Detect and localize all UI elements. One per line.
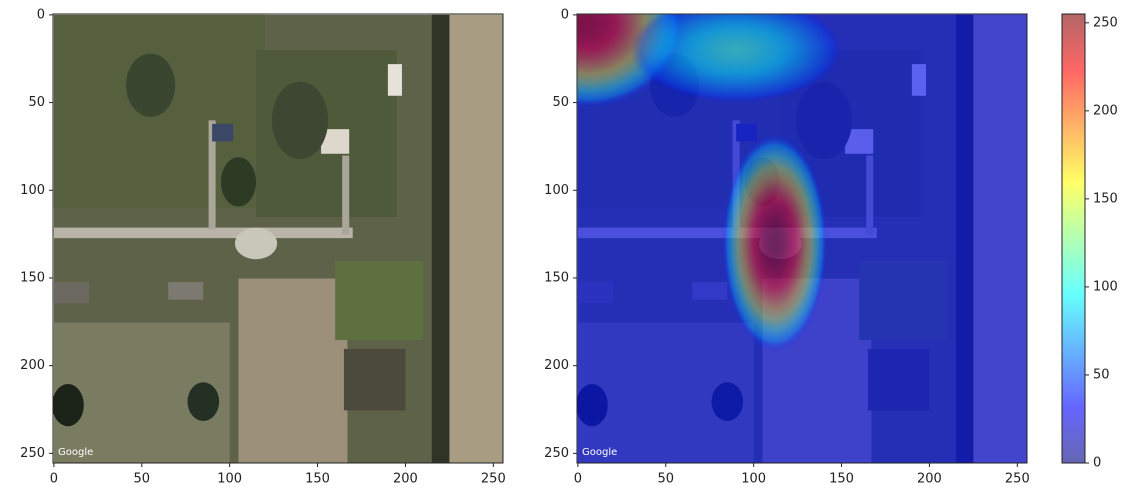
y-tick-label: 200 bbox=[544, 358, 569, 373]
x-tick-label: 100 bbox=[741, 472, 766, 487]
y-tick-label: 50 bbox=[552, 95, 569, 110]
hotspot bbox=[722, 134, 827, 352]
x-tick-label: 150 bbox=[305, 472, 330, 487]
watermark: Google bbox=[582, 447, 617, 458]
aerial-image-dim bbox=[490, 0, 1028, 465]
colorbar-tick-label: 0 bbox=[1093, 456, 1101, 471]
aerial-image bbox=[52, 15, 504, 465]
watermark: Google bbox=[58, 447, 93, 458]
y-tick-label: 150 bbox=[20, 270, 45, 285]
y-tick-label: 250 bbox=[20, 446, 45, 461]
colorbar-tick-label: 150 bbox=[1093, 191, 1118, 206]
x-tick-label: 200 bbox=[917, 472, 942, 487]
hotspot bbox=[631, 0, 842, 103]
colorbar-tick-label: 100 bbox=[1093, 279, 1118, 294]
colorbar-tick-label: 50 bbox=[1093, 367, 1110, 382]
colorbar-tick-label: 250 bbox=[1093, 15, 1118, 30]
x-tick-label: 200 bbox=[393, 472, 418, 487]
x-tick-label: 50 bbox=[657, 472, 674, 487]
y-tick-label: 150 bbox=[544, 270, 569, 285]
x-tick-label: 0 bbox=[574, 472, 582, 487]
y-tick-label: 50 bbox=[28, 95, 45, 110]
y-tick-label: 100 bbox=[544, 183, 569, 198]
y-tick-label: 100 bbox=[20, 183, 45, 198]
colorbar-tick-label: 200 bbox=[1093, 103, 1118, 118]
x-tick-label: 100 bbox=[217, 472, 242, 487]
heat-layer bbox=[490, 0, 1027, 463]
x-tick-label: 250 bbox=[481, 472, 506, 487]
x-tick-label: 250 bbox=[1005, 472, 1030, 487]
x-tick-label: 150 bbox=[829, 472, 854, 487]
x-tick-label: 0 bbox=[50, 472, 58, 487]
y-tick-label: 200 bbox=[20, 358, 45, 373]
x-tick-label: 50 bbox=[133, 472, 150, 487]
y-tick-label: 250 bbox=[544, 446, 569, 461]
y-tick-label: 0 bbox=[37, 7, 45, 22]
figure: Google Google 0 50 100 150 200 250 0 50 100 150 20… bbox=[0, 0, 1132, 497]
colorbar bbox=[1062, 14, 1085, 463]
y-tick-label: 0 bbox=[561, 7, 569, 22]
